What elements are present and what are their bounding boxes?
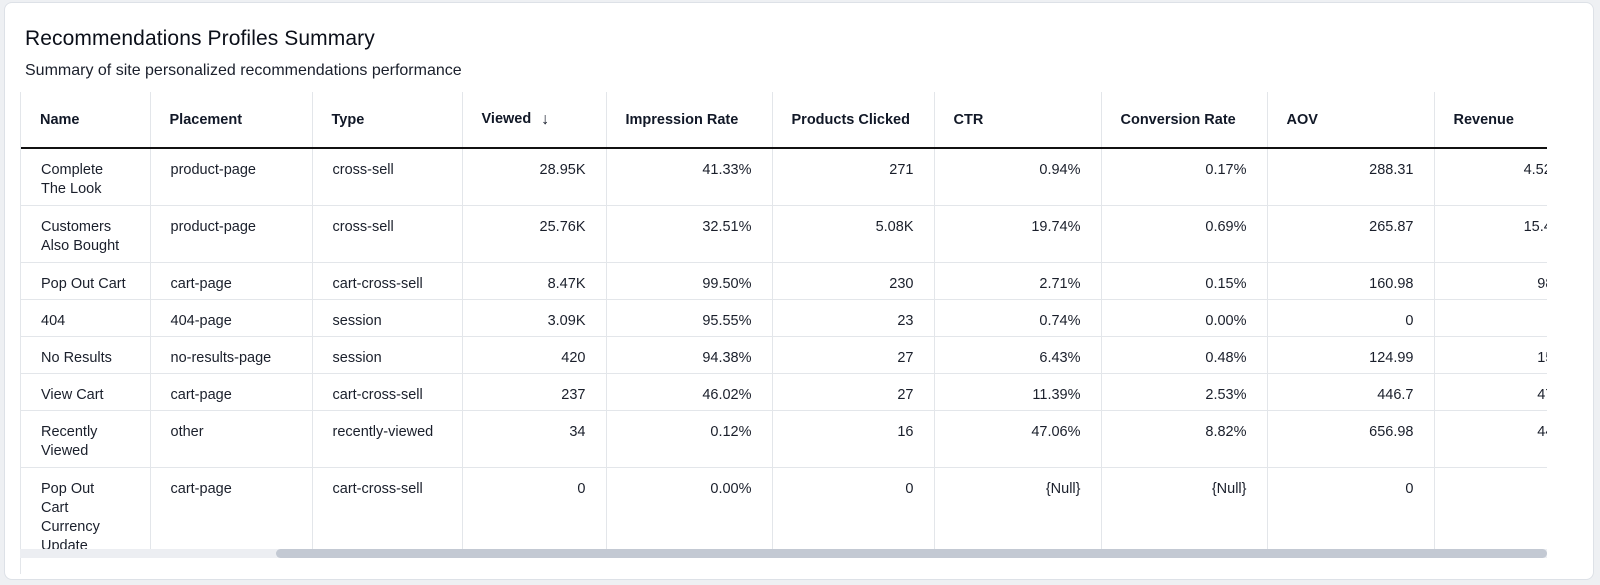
cell-type: session [312,336,463,374]
cell-placement: 404-page [150,299,313,337]
cell-conversion-rate: 8.82% [1101,410,1268,468]
column-header-name[interactable]: Name [21,92,151,149]
cell-ctr: 11.39% [934,373,1102,411]
cell-impression-rate: 46.02% [606,373,773,411]
cell-name: Pop Out Cart Currency Update [21,467,151,557]
table-row: Pop Out Cart Currency Update cart-page c… [21,467,1581,557]
cell-viewed: 237 [462,373,607,411]
cell-ctr: 19.74% [934,205,1102,263]
cell-type: session [312,299,463,337]
cell-placement: no-results-page [150,336,313,374]
cell-aov: 0 [1267,467,1435,557]
cell-type: cart-cross-sell [312,373,463,411]
recommendations-summary-card: Recommendations Profiles Summary Summary… [4,2,1594,580]
page-subtitle: Summary of site personalized recommendat… [25,62,462,79]
cell-placement: product-page [150,148,313,206]
cell-conversion-rate: 0.69% [1101,205,1268,263]
table-row: 404 404-page session 3.09K 95.55% 23 0.7… [21,299,1581,337]
table-row: Recently Viewed other recently-viewed 34… [21,410,1581,468]
cell-impression-rate: 95.55% [606,299,773,337]
cell-aov: 160.98 [1267,262,1435,300]
cell-products-clicked: 230 [772,262,935,300]
table-right-gutter [1547,92,1581,574]
cell-conversion-rate: 0.48% [1101,336,1268,374]
cell-products-clicked: 0 [772,467,935,557]
cell-products-clicked: 16 [772,410,935,468]
cell-impression-rate: 0.00% [606,467,773,557]
cell-name: Complete The Look [21,148,151,206]
cell-name: Customers Also Bought [21,205,151,263]
column-header-placement[interactable]: Placement [150,92,313,149]
cell-name: View Cart [21,373,151,411]
table-row: Customers Also Bought product-page cross… [21,205,1581,263]
cell-name: No Results [21,336,151,374]
cell-viewed: 8.47K [462,262,607,300]
cell-aov: 124.99 [1267,336,1435,374]
cell-type: cross-sell [312,205,463,263]
column-header-products-clicked[interactable]: Products Clicked [772,92,935,149]
cell-viewed: 34 [462,410,607,468]
page-title: Recommendations Profiles Summary [25,27,375,50]
cell-placement: cart-page [150,262,313,300]
cell-ctr: 2.71% [934,262,1102,300]
table-container: Name Placement Type Viewed ↓ Impression R… [20,92,1581,574]
cell-products-clicked: 271 [772,148,935,206]
cell-aov: 446.7 [1267,373,1435,411]
cell-aov: 265.87 [1267,205,1435,263]
column-header-ctr[interactable]: CTR [934,92,1102,149]
cell-impression-rate: 99.50% [606,262,773,300]
table-row: View Cart cart-page cart-cross-sell 237 … [21,373,1581,411]
cell-name: Recently Viewed [21,410,151,468]
cell-type: cross-sell [312,148,463,206]
column-header-type[interactable]: Type [312,92,463,149]
arrow-down-icon[interactable]: ↓ [541,110,550,128]
cell-conversion-rate: 0.15% [1101,262,1268,300]
cell-viewed: 420 [462,336,607,374]
cell-products-clicked: 23 [772,299,935,337]
cell-conversion-rate: 2.53% [1101,373,1268,411]
table-row: Pop Out Cart cart-page cart-cross-sell 8… [21,262,1581,300]
cell-aov: 656.98 [1267,410,1435,468]
cell-products-clicked: 27 [772,336,935,374]
cell-ctr: {Null} [934,467,1102,557]
column-header-viewed[interactable]: Viewed ↓ [462,92,607,149]
cell-placement: other [150,410,313,468]
recommendations-table: Name Placement Type Viewed ↓ Impression R… [21,92,1581,557]
table-header-row: Name Placement Type Viewed ↓ Impression R… [21,92,1581,149]
table-row: No Results no-results-page session 420 9… [21,336,1581,374]
column-header-conversion-rate[interactable]: Conversion Rate [1101,92,1268,149]
cell-impression-rate: 94.38% [606,336,773,374]
cell-conversion-rate: 0.17% [1101,148,1268,206]
cell-impression-rate: 32.51% [606,205,773,263]
cell-aov: 288.31 [1267,148,1435,206]
cell-name: 404 [21,299,151,337]
cell-placement: cart-page [150,467,313,557]
cell-ctr: 47.06% [934,410,1102,468]
cell-impression-rate: 0.12% [606,410,773,468]
cell-type: cart-cross-sell [312,467,463,557]
cell-aov: 0 [1267,299,1435,337]
cell-viewed: 0 [462,467,607,557]
cell-viewed: 3.09K [462,299,607,337]
column-header-impression-rate[interactable]: Impression Rate [606,92,773,149]
table-row: Complete The Look product-page cross-sel… [21,148,1581,206]
column-header-aov[interactable]: AOV [1267,92,1435,149]
cell-products-clicked: 27 [772,373,935,411]
cell-viewed: 25.76K [462,205,607,263]
cell-type: recently-viewed [312,410,463,468]
cell-placement: product-page [150,205,313,263]
cell-conversion-rate: {Null} [1101,467,1268,557]
cell-ctr: 6.43% [934,336,1102,374]
cell-ctr: 0.74% [934,299,1102,337]
cell-conversion-rate: 0.00% [1101,299,1268,337]
cell-products-clicked: 5.08K [772,205,935,263]
cell-type: cart-cross-sell [312,262,463,300]
horizontal-scrollbar-thumb[interactable] [276,549,1547,558]
cell-placement: cart-page [150,373,313,411]
cell-impression-rate: 41.33% [606,148,773,206]
cell-name: Pop Out Cart [21,262,151,300]
cell-ctr: 0.94% [934,148,1102,206]
horizontal-scrollbar[interactable] [20,549,1547,558]
cell-viewed: 28.95K [462,148,607,206]
